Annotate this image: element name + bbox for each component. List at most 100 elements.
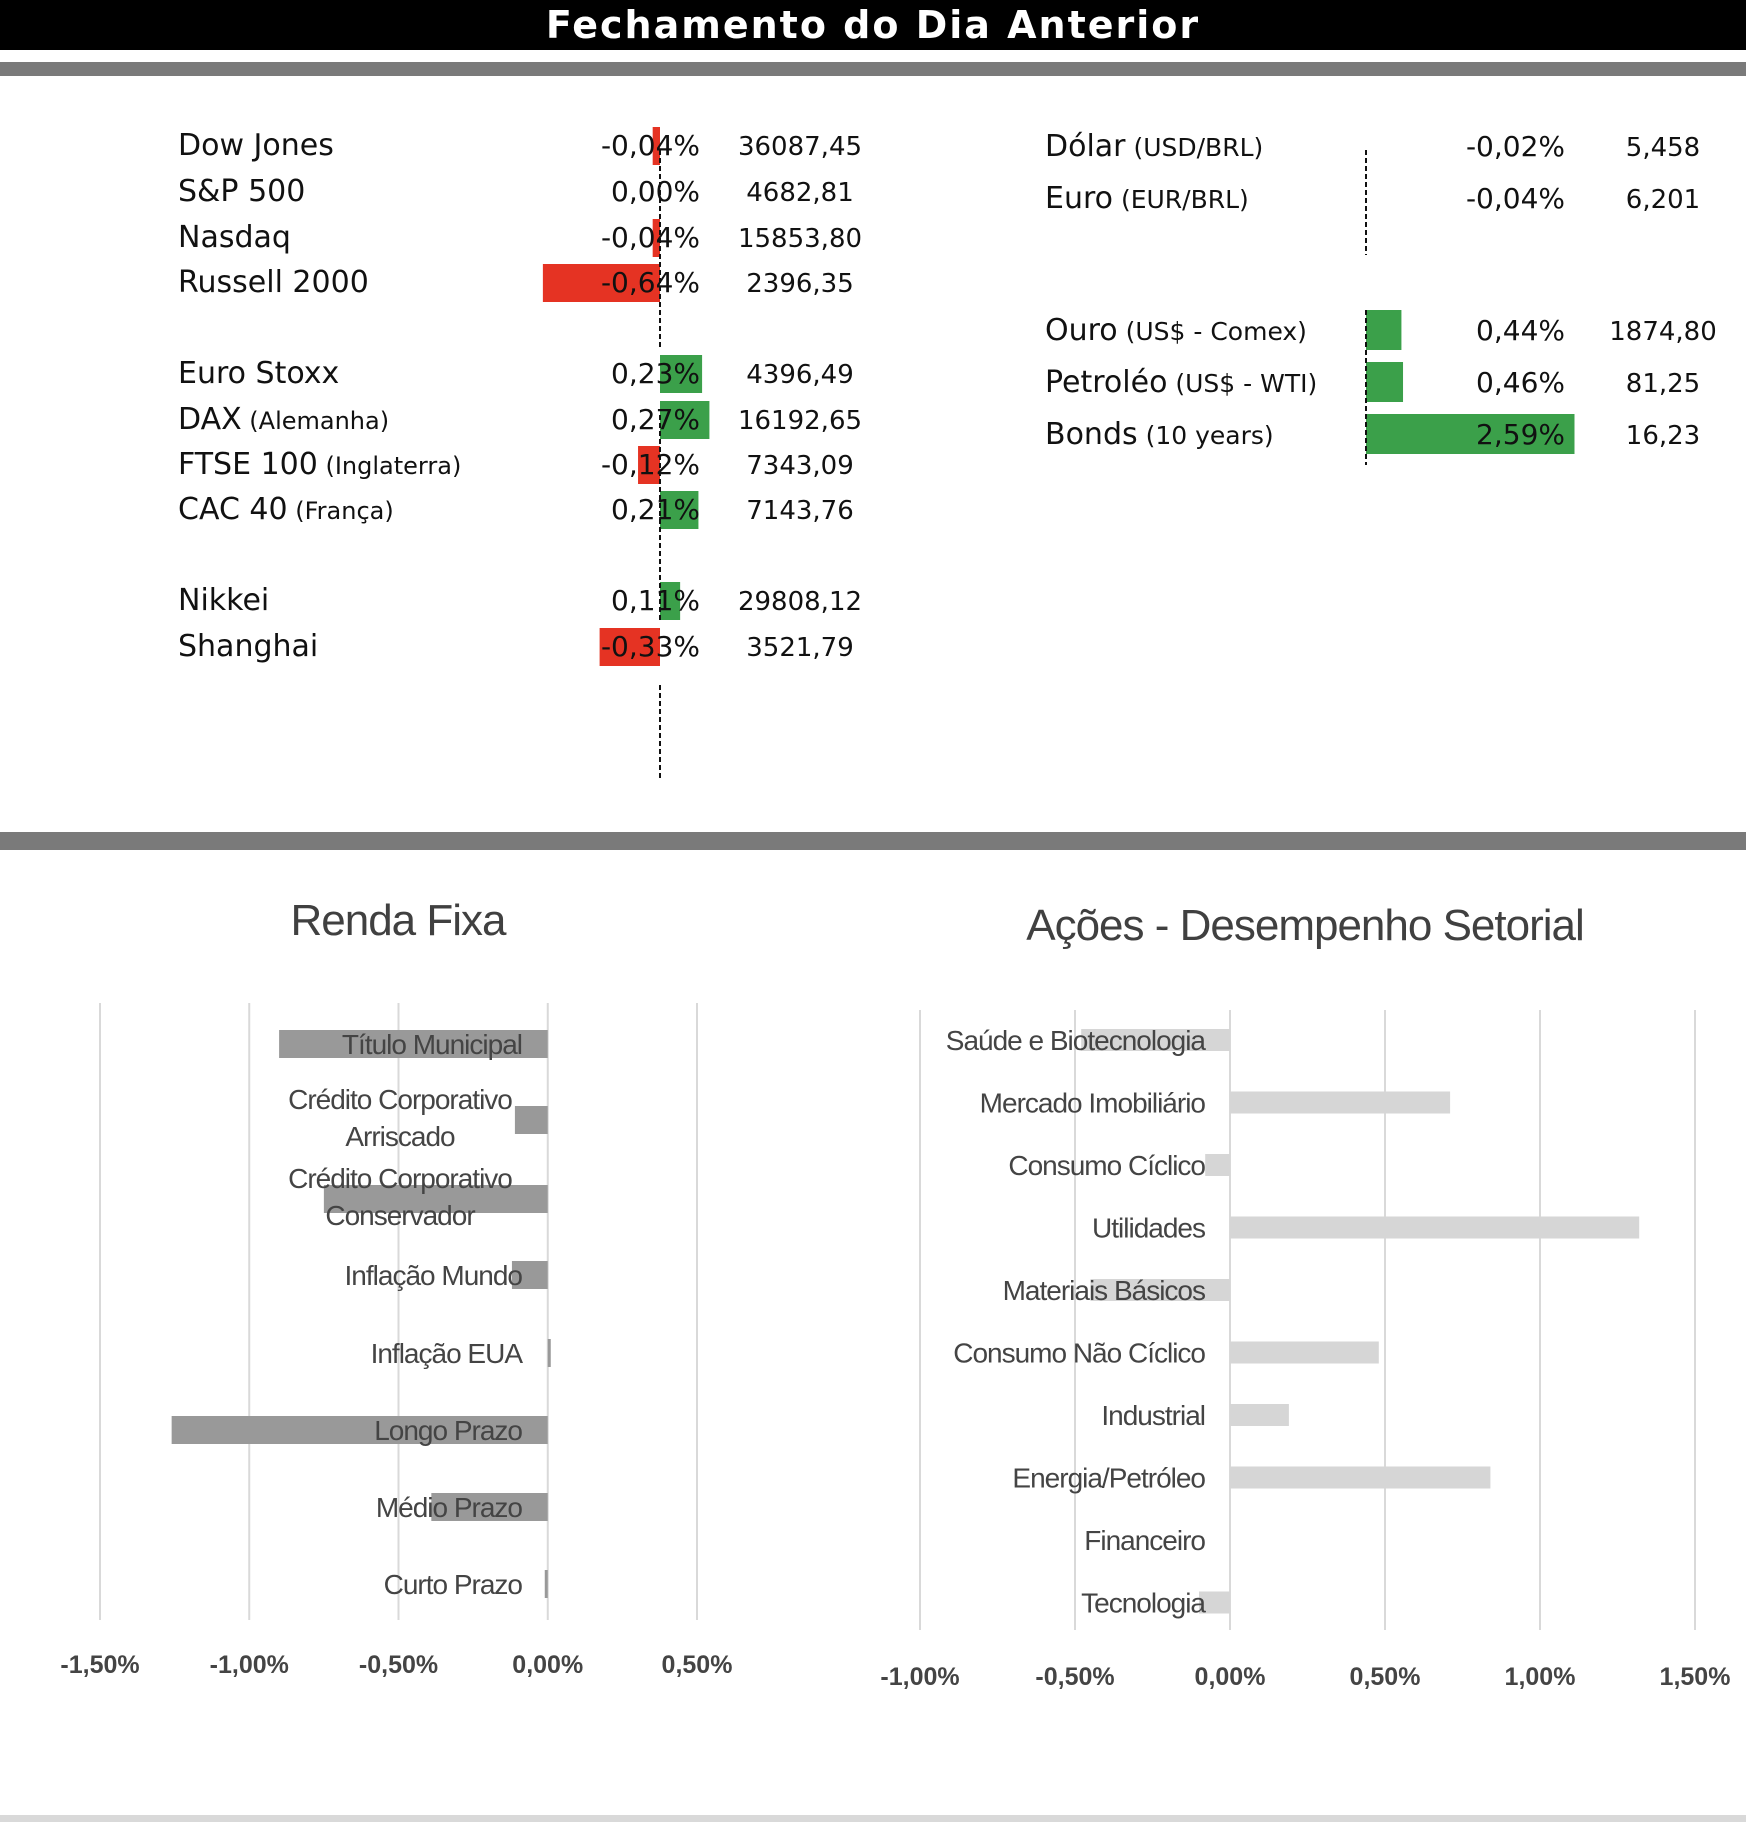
asset-name-petroleo: Petroléo (US$ - WTI) — [1045, 365, 1317, 400]
renda-fixa-category-label: Título Municipal — [342, 1029, 522, 1060]
renda-fixa-title: Renda Fixa — [290, 896, 507, 945]
change-bar-nikkei — [660, 582, 681, 620]
index-close-dax: 16192,65 — [738, 406, 862, 436]
setorial-tick-label: 1,50% — [1660, 1663, 1731, 1691]
change-bar-bonds — [1366, 414, 1575, 454]
change-bar-cac-40 — [660, 491, 699, 529]
asset-change-bonds: 2,59% — [1476, 418, 1565, 451]
index-close-shanghai: 3521,79 — [746, 633, 854, 663]
index-change-shanghai: -0,33% — [601, 630, 700, 663]
index-name-ftse-100: FTSE 100 (Inglaterra) — [178, 447, 461, 482]
index-change-nasdaq: -0,04% — [601, 221, 700, 254]
setorial-bar-industrial — [1230, 1404, 1289, 1426]
asset-change-ouro: 0,44% — [1476, 314, 1565, 347]
index-close-s-p-500: 4682,81 — [746, 178, 854, 208]
renda-fixa-bar-credito-corporativo-conservador — [323, 1185, 548, 1213]
setorial-tick-label: 0,00% — [1195, 1663, 1266, 1691]
setorial-category-label: Energia/Petróleo — [1012, 1463, 1205, 1494]
index-name-russell-2000: Russell 2000 — [178, 265, 369, 300]
setorial-category-label: Industrial — [1101, 1400, 1205, 1431]
setorial-bar-mercado-imobiliario — [1230, 1091, 1451, 1114]
index-name-shanghai: Shanghai — [178, 629, 318, 664]
renda-fixa-bar-medio-prazo — [431, 1493, 548, 1521]
index-close-nasdaq: 15853,80 — [738, 224, 862, 254]
index-close-russell-2000: 2396,35 — [746, 269, 854, 299]
index-name-nikkei: Nikkei — [178, 583, 269, 618]
renda-fixa-bar-curto-prazo — [544, 1570, 548, 1598]
asset-close-euro: 6,201 — [1626, 185, 1700, 215]
change-bar-petroleo — [1366, 362, 1404, 402]
change-bar-ouro — [1366, 310, 1402, 350]
renda-fixa-bar-inflacao-eua — [547, 1339, 551, 1367]
asset-name-bonds: Bonds (10 years) — [1045, 417, 1274, 452]
setorial-chart: Ações - Desempenho Setorial -1,00% -0,50% 0… — [880, 901, 1730, 1691]
renda-fixa-category-label: Arriscado — [345, 1121, 455, 1152]
renda-fixa-bar-inflacao-mundo — [511, 1261, 548, 1289]
renda-fixa-category-label: Inflação Mundo — [345, 1260, 523, 1291]
setorial-tick-label: -0,50% — [1035, 1663, 1114, 1691]
change-bar-nasdaq — [652, 219, 660, 257]
top-divider — [0, 62, 1746, 76]
index-close-ftse-100: 7343,09 — [746, 451, 854, 481]
index-name-cac-40: CAC 40 (França) — [178, 492, 394, 527]
renda-fixa-tick-label: -0,50% — [359, 1651, 438, 1679]
title-bar: Fechamento do Dia Anterior — [0, 0, 1746, 50]
setorial-bar-energia-petroleo — [1230, 1466, 1491, 1489]
index-name-euro-stoxx: Euro Stoxx — [178, 356, 339, 391]
setorial-category-label: Financeiro — [1084, 1525, 1205, 1556]
renda-fixa-tick-label: -1,50% — [60, 1651, 139, 1679]
index-close-euro-stoxx: 4396,49 — [746, 360, 854, 390]
change-bar-shanghai — [599, 628, 660, 666]
index-name-dow-jones: Dow Jones — [178, 128, 334, 163]
page-title: Fechamento do Dia Anterior — [545, 3, 1201, 47]
setorial-category-label: Consumo Cíclico — [1008, 1150, 1205, 1181]
renda-fixa-bar-longo-prazo — [171, 1416, 548, 1444]
charts-panel: Renda Fixa -1,50% -1,00% -0,50% 0,00% 0,50% Tí… — [60, 896, 1730, 1691]
change-bar-dow-jones — [652, 127, 660, 165]
asset-close-petroleo: 81,25 — [1626, 369, 1700, 399]
setorial-tick-label: 0,50% — [1350, 1663, 1421, 1691]
index-change-euro-stoxx: 0,23% — [611, 357, 700, 390]
index-name-s-p-500: S&P 500 — [178, 174, 305, 209]
setorial-tick-label: -1,00% — [880, 1663, 959, 1691]
asset-close-bonds: 16,23 — [1626, 421, 1700, 451]
renda-fixa-tick-label: 0,00% — [512, 1651, 583, 1679]
setorial-category-label: Mercado Imobiliário — [980, 1088, 1206, 1119]
index-change-dax: 0,27% — [611, 403, 700, 436]
setorial-category-label: Saúde e Biotecnologia — [946, 1025, 1207, 1056]
change-bar-euro-stoxx — [660, 355, 703, 393]
asset-close-ouro: 1874,80 — [1609, 317, 1717, 347]
setorial-bar-materiais-basicos — [1090, 1279, 1230, 1301]
index-change-russell-2000: -0,64% — [601, 266, 700, 299]
change-bar-russell-2000 — [542, 264, 660, 302]
setorial-bar-utilidades — [1230, 1216, 1640, 1239]
asset-change-dolar: -0,02% — [1466, 130, 1565, 163]
setorial-category-label: Utilidades — [1092, 1213, 1205, 1244]
setorial-bar-consumo-ciclico — [1205, 1154, 1230, 1176]
bottom-divider — [0, 1815, 1746, 1822]
change-bar-dax — [660, 401, 710, 439]
renda-fixa-tick-label: 0,50% — [662, 1651, 733, 1679]
index-close-dow-jones: 36087,45 — [738, 132, 862, 162]
renda-fixa-bar-credito-corporativo-arriscado — [514, 1106, 548, 1134]
setorial-bar-saude-e-biotecnologia — [1081, 1029, 1230, 1051]
index-change-nikkei: 0,11% — [611, 584, 700, 617]
index-close-nikkei: 29808,12 — [738, 587, 862, 617]
asset-close-dolar: 5,458 — [1626, 133, 1700, 163]
change-bar-ftse-100 — [638, 446, 660, 484]
asset-change-euro: -0,04% — [1466, 182, 1565, 215]
markets-panel: Dow Jones -0,04% 36087,45 S&P 500 0,00% 4682,… — [178, 127, 1717, 780]
setorial-category-label: Materiais Básicos — [1003, 1275, 1205, 1306]
renda-fixa-bar-titulo-municipal — [279, 1030, 548, 1058]
index-change-s-p-500: 0,00% — [611, 175, 700, 208]
renda-fixa-category-label: Crédito Corporativo — [288, 1084, 512, 1115]
index-change-ftse-100: -0,12% — [601, 448, 700, 481]
index-change-cac-40: 0,21% — [611, 493, 700, 526]
renda-fixa-category-label: Inflação EUA — [371, 1338, 524, 1369]
asset-name-dolar: Dólar (USD/BRL) — [1045, 129, 1263, 164]
setorial-category-label: Tecnologia — [1081, 1588, 1206, 1619]
renda-fixa-category-label: Conservador — [325, 1200, 475, 1231]
setorial-tick-label: 1,00% — [1505, 1663, 1576, 1691]
asset-name-euro: Euro (EUR/BRL) — [1045, 181, 1249, 216]
index-close-cac-40: 7143,76 — [746, 496, 854, 526]
